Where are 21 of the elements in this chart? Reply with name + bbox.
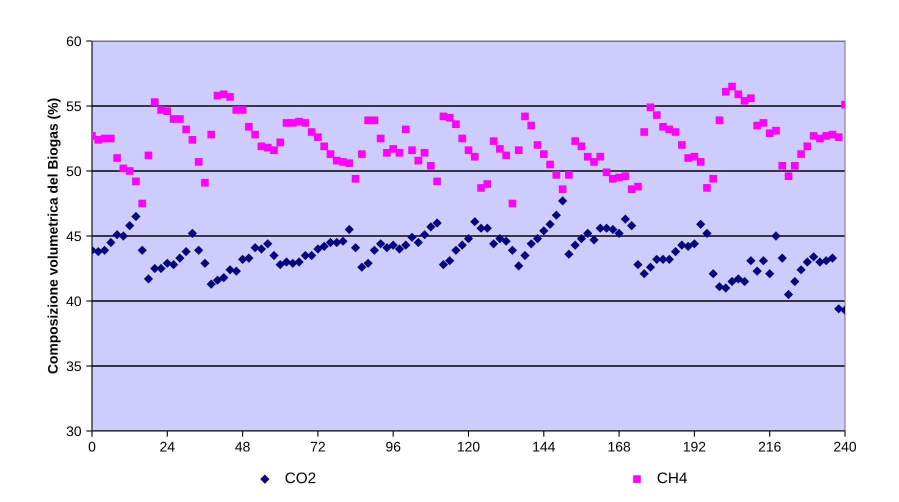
x-tick-label: 72 [310,442,325,452]
legend-label: CO2 [286,472,316,484]
y-tick-label: 35 [66,361,82,372]
legend-label: CH4 [658,472,687,484]
y-tick-label: 55 [66,101,82,112]
x-tick-label: 216 [758,442,781,452]
x-tick-label: 48 [235,442,250,452]
x-tick-label: 144 [533,442,555,452]
y-tick-label: 45 [66,231,82,242]
x-tick-label: 24 [160,442,175,452]
x-tick-label: 168 [608,442,630,452]
x-tick-label: 192 [684,442,706,452]
x-tick-label: 120 [458,442,480,452]
y-tick-label: 40 [66,296,82,306]
y-axis-title: Composizione volumetrica del Biogas (%) [48,98,61,374]
x-tick-label: 96 [386,442,400,452]
x-tick-label: 240 [834,442,856,452]
y-tick-label: 60 [66,36,82,46]
y-tick-label: 50 [66,166,82,176]
x-tick-label: 0 [88,442,96,452]
y-tick-label: 30 [66,426,82,436]
